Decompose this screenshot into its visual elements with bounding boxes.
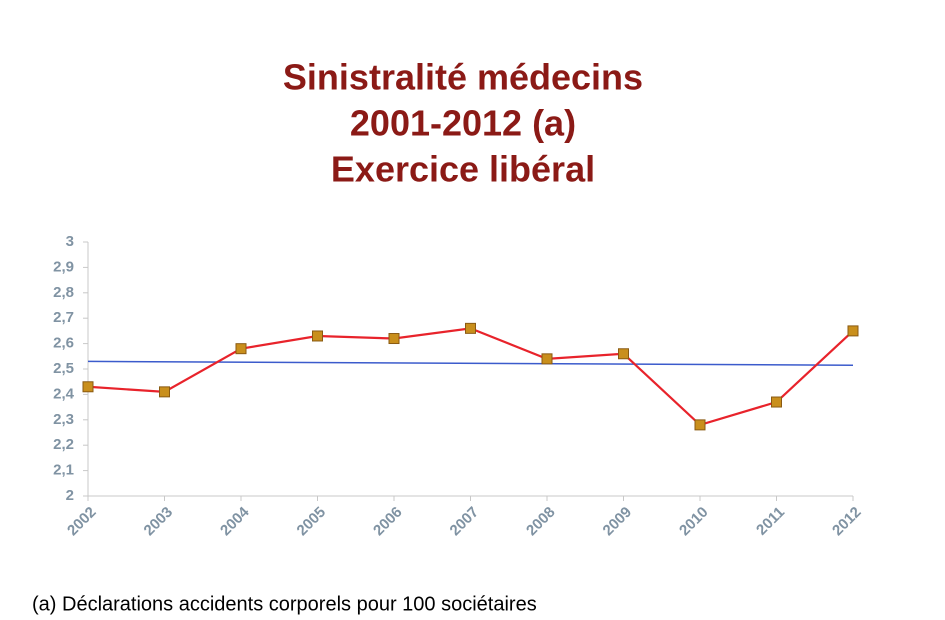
marker <box>388 333 400 345</box>
x-tick-label: 2006 <box>370 504 406 540</box>
y-tick-label: 3 <box>66 233 74 250</box>
marker <box>618 348 629 360</box>
marker <box>541 353 553 365</box>
y-tick-label: 2,1 <box>53 462 74 479</box>
marker <box>312 330 323 342</box>
footnote: (a) Déclarations accidents corporels pou… <box>32 593 537 615</box>
y-tick-label: 2,9 <box>53 258 74 275</box>
marker <box>771 396 782 408</box>
y-tick-label: 2,8 <box>53 284 74 301</box>
x-tick-label: 2009 <box>600 504 636 540</box>
chart-title: 2001-2012 (a) <box>350 103 576 144</box>
marker <box>82 381 94 393</box>
marker <box>159 386 170 398</box>
y-tick-label: 2,3 <box>53 411 74 428</box>
y-tick-label: 2,2 <box>53 436 74 453</box>
x-tick-label: 2002 <box>64 504 100 540</box>
chart-title: Sinistralité médecins <box>283 57 643 98</box>
y-tick-label: 2,7 <box>53 309 74 326</box>
x-tick-label: 2003 <box>141 504 177 540</box>
x-tick-label: 2012 <box>829 504 865 540</box>
trend-line <box>87 360 854 366</box>
x-tick-label: 2008 <box>523 504 559 540</box>
x-tick-label: 2007 <box>447 504 483 540</box>
marker <box>235 343 247 355</box>
y-tick-label: 2,6 <box>53 335 74 352</box>
marker <box>694 419 706 431</box>
x-tick-label: 2005 <box>294 504 330 540</box>
marker <box>465 322 476 334</box>
x-tick-label: 2010 <box>676 504 712 540</box>
chart-title: Exercice libéral <box>331 149 595 190</box>
y-tick-label: 2,4 <box>53 385 75 402</box>
y-tick-label: 2,5 <box>53 360 74 377</box>
x-tick-label: 2004 <box>217 503 253 539</box>
series-line <box>87 327 854 427</box>
y-tick-label: 2 <box>66 487 74 504</box>
x-tick-label: 2011 <box>753 504 788 539</box>
marker <box>847 325 859 337</box>
